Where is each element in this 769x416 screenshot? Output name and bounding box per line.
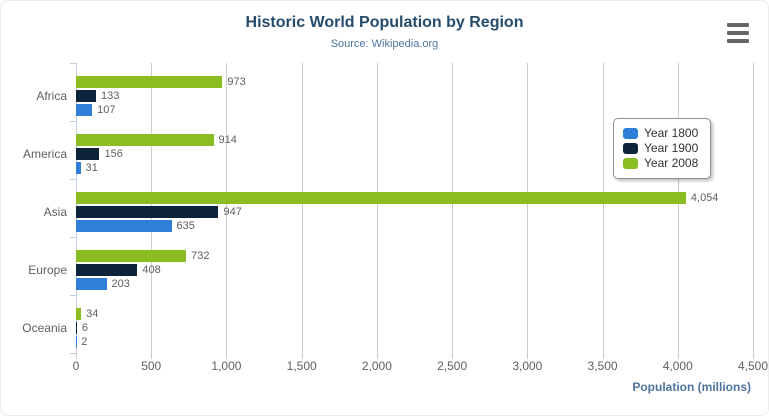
bar-africa-year-1900[interactable] [76, 90, 96, 102]
gridline [376, 63, 378, 353]
data-label: 6 [81, 322, 89, 334]
x-axis-tick-label: 2,500 [437, 359, 468, 373]
gridline [226, 63, 228, 353]
category-axis-labels: Africa America Asia Europe Oceania [1, 63, 67, 353]
bar-asia-year-1800[interactable] [76, 220, 172, 232]
bar-oceania-year-1900[interactable] [76, 322, 77, 334]
x-axis-tick-label: 0 [72, 359, 80, 373]
x-axis-title: Population (millions) [632, 380, 751, 394]
bar-oceania-year-2008[interactable] [76, 308, 82, 320]
x-axis-tick [301, 353, 303, 359]
data-label: 2 [81, 336, 88, 348]
data-label: 947 [223, 206, 242, 218]
legend-label: Year 1900 [644, 141, 699, 155]
bar-africa-year-2008[interactable] [76, 76, 223, 88]
x-axis-tick [677, 353, 679, 359]
category-label-europe: Europe [28, 263, 67, 277]
legend: Year 1800 Year 1900 Year 2008 [613, 118, 712, 179]
x-axis-tick [151, 353, 153, 359]
export-menu-button[interactable] [727, 23, 751, 43]
hamburger-menu-icon [727, 31, 749, 35]
x-axis-tick [226, 353, 228, 359]
legend-swatch-icon [623, 128, 638, 139]
x-axis-tick-label: 1,000 [211, 359, 242, 373]
x-axis-tick [753, 353, 754, 359]
gridline [753, 63, 754, 353]
legend-label: Year 2008 [644, 156, 699, 170]
data-label: 408 [142, 264, 161, 276]
legend-swatch-icon [623, 143, 638, 154]
bar-america-year-1800[interactable] [76, 162, 81, 174]
category-axis-tick [70, 295, 76, 296]
bar-america-year-1900[interactable] [76, 148, 100, 160]
x-axis-tick-label: 4,000 [662, 359, 693, 373]
category-axis-tick [70, 353, 76, 354]
x-axis-tick [527, 353, 529, 359]
data-label: 156 [104, 148, 123, 160]
category-label-oceania: Oceania [22, 321, 67, 335]
gridline [527, 63, 529, 353]
gridline [452, 63, 454, 353]
bar-europe-year-2008[interactable] [76, 250, 187, 262]
x-axis-tick-label: 3,000 [512, 359, 543, 373]
x-axis-tick-label: 500 [141, 359, 162, 373]
gridline [677, 63, 679, 353]
data-label: 31 [85, 162, 98, 174]
legend-label: Year 1800 [644, 126, 699, 140]
x-axis-tick-label: 1,500 [286, 359, 317, 373]
hamburger-menu-icon [727, 39, 749, 43]
category-axis-tick [70, 63, 76, 64]
plot-area: 973 133 107 914 156 31 4,054 947 635 732 408 203 34 6… [70, 63, 754, 359]
chart-title: Historic World Population by Region [245, 14, 524, 31]
x-axis-tick [376, 353, 378, 359]
x-axis-tick-label: 4,500 [737, 359, 769, 373]
x-axis-tick-label: 2,000 [361, 359, 392, 373]
legend-item-year-1900[interactable]: Year 1900 [623, 141, 698, 156]
category-label-asia: Asia [43, 205, 67, 219]
bar-europe-year-1900[interactable] [76, 264, 138, 276]
category-axis-tick [70, 237, 76, 238]
x-axis-tick-label: 3,500 [587, 359, 618, 373]
x-axis-tick-labels: 0 500 1,000 1,500 2,000 2,500 3,000 3,500 4,000 4… [72, 359, 768, 373]
data-label: 133 [101, 90, 120, 102]
x-axis-tick [452, 353, 454, 359]
category-axis-tick [70, 179, 76, 180]
gridline [602, 63, 604, 353]
bar-america-year-2008[interactable] [76, 134, 214, 146]
x-axis-tick [76, 353, 77, 359]
data-label: 635 [176, 220, 195, 232]
bar-asia-year-2008[interactable] [76, 192, 686, 204]
legend-item-year-2008[interactable]: Year 2008 [623, 156, 698, 171]
data-label: 732 [191, 250, 210, 262]
data-label: 4,054 [690, 192, 719, 204]
bar-africa-year-1800[interactable] [76, 104, 93, 116]
data-label: 203 [111, 278, 130, 290]
data-label: 914 [218, 134, 237, 146]
category-label-africa: Africa [36, 89, 67, 103]
bar-europe-year-1800[interactable] [76, 278, 107, 290]
legend-swatch-icon [623, 158, 638, 169]
data-label: 34 [86, 308, 99, 320]
bar-asia-year-1900[interactable] [76, 206, 219, 218]
gridline [301, 63, 303, 353]
legend-item-year-1800[interactable]: Year 1800 [623, 126, 698, 141]
data-label: 973 [227, 76, 246, 88]
category-label-america: America [22, 147, 67, 161]
data-label: 107 [97, 104, 116, 116]
x-axis-tick [602, 353, 604, 359]
chart-subtitle: Source: Wikipedia.org [330, 38, 439, 50]
hamburger-menu-icon [727, 23, 749, 27]
category-axis-tick [70, 121, 76, 122]
